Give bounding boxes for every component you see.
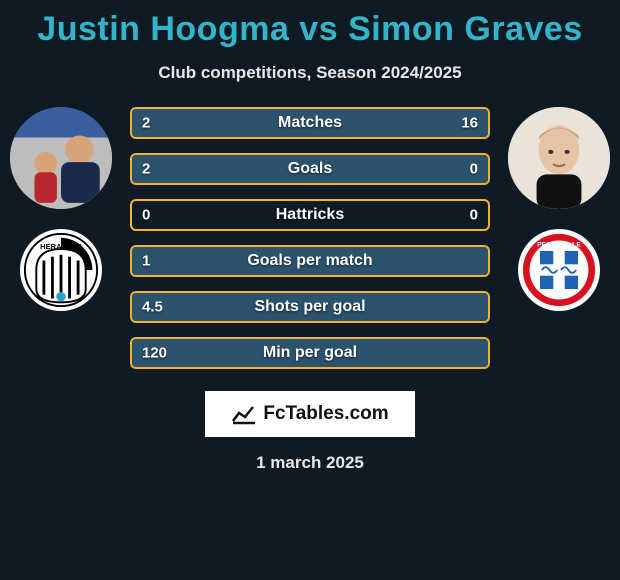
stat-value-left: 2 — [142, 115, 150, 132]
player2-avatar — [508, 107, 610, 209]
player1-avatar — [10, 107, 112, 209]
stat-row: 0 Hattricks 0 — [130, 199, 490, 231]
stat-value-left: 0 — [142, 207, 150, 224]
player1-column: HERACLES — [6, 107, 116, 311]
stat-label: Shots per goal — [254, 298, 365, 316]
stat-value-left: 2 — [142, 161, 150, 178]
player1-silhouette-icon — [10, 107, 112, 209]
club2-crest: PEC ZWOLLE — [518, 229, 600, 311]
club1-crest: HERACLES — [20, 229, 102, 311]
brand-text: FcTables.com — [263, 403, 388, 425]
stat-value-right: 0 — [470, 161, 478, 178]
stat-label: Goals per match — [247, 252, 372, 270]
stat-label: Hattricks — [276, 206, 344, 224]
stat-label: Matches — [278, 114, 342, 132]
brand-badge: FcTables.com — [205, 391, 415, 437]
heracles-crest-icon: HERACLES — [23, 232, 99, 308]
page-title: Justin Hoogma vs Simon Graves — [0, 0, 620, 49]
stat-row: 2 Goals 0 — [130, 153, 490, 185]
stat-bars: 2 Matches 16 2 Goals 0 0 Hattricks 0 1 Goals per m… — [130, 107, 490, 369]
stat-value-right: 16 — [461, 115, 478, 132]
stat-label: Goals — [288, 160, 332, 178]
stat-row: 4.5 Shots per goal — [130, 291, 490, 323]
stat-value-left: 4.5 — [142, 299, 163, 316]
stat-fill-left — [132, 109, 172, 137]
stat-row: 1 Goals per match — [130, 245, 490, 277]
date-text: 1 march 2025 — [0, 453, 620, 473]
brand-chart-icon — [231, 403, 257, 425]
player2-column: PEC ZWOLLE — [504, 107, 614, 311]
stat-value-left: 120 — [142, 345, 167, 362]
stat-row: 120 Min per goal — [130, 337, 490, 369]
stat-value-left: 1 — [142, 253, 150, 270]
player2-silhouette-icon — [508, 107, 610, 209]
crest2-text: PEC ZWOLLE — [537, 241, 581, 248]
stat-label: Min per goal — [263, 344, 357, 362]
stat-value-right: 0 — [470, 207, 478, 224]
subtitle: Club competitions, Season 2024/2025 — [0, 63, 620, 83]
pec-zwolle-crest-icon: PEC ZWOLLE — [521, 232, 597, 308]
stat-row: 2 Matches 16 — [130, 107, 490, 139]
comparison-arena: HERACLES — [0, 107, 620, 369]
